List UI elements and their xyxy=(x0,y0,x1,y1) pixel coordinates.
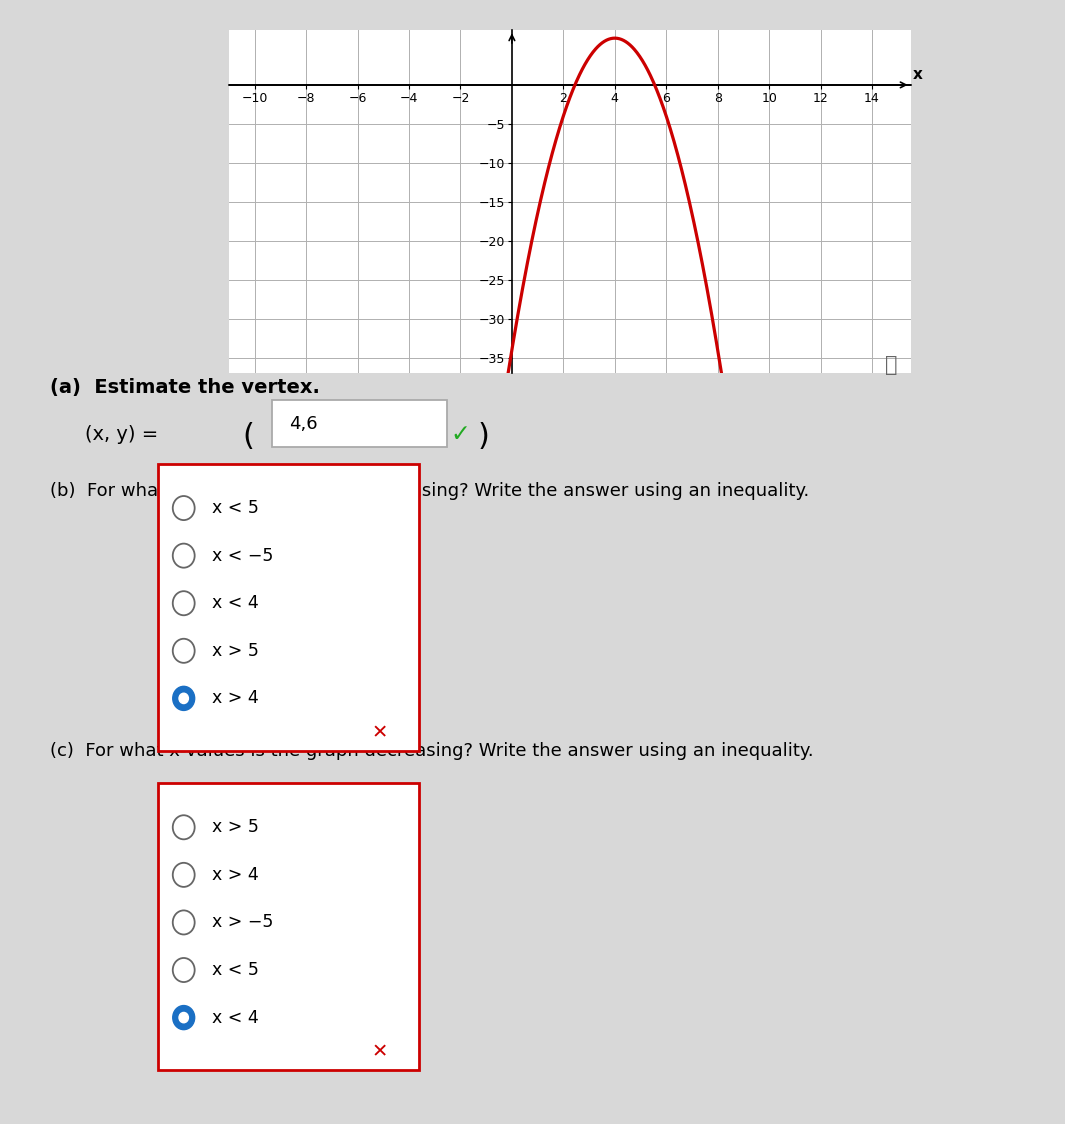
Text: x < 5: x < 5 xyxy=(212,499,259,517)
Text: (c)  For what x-values is the graph decreasing? Write the answer using an inequa: (c) For what x-values is the graph decre… xyxy=(50,742,814,760)
Circle shape xyxy=(179,1013,189,1023)
Text: x < −5: x < −5 xyxy=(212,546,274,564)
Text: x > 5: x > 5 xyxy=(212,818,259,836)
Text: x > 4: x > 4 xyxy=(212,865,259,883)
Text: x: x xyxy=(913,66,923,82)
Text: (b)  For what x-values is the graph increasing? Write the answer using an inequa: (b) For what x-values is the graph incre… xyxy=(50,482,809,500)
Text: ✕: ✕ xyxy=(372,1042,388,1061)
Text: x > −5: x > −5 xyxy=(212,914,274,932)
Text: x < 4: x < 4 xyxy=(212,595,259,613)
Text: ⓘ: ⓘ xyxy=(885,355,898,375)
Text: x > 4: x > 4 xyxy=(212,689,259,707)
Text: ): ) xyxy=(478,422,490,451)
Text: (: ( xyxy=(242,422,253,451)
Circle shape xyxy=(179,694,189,704)
Circle shape xyxy=(173,687,195,710)
Text: (x, y) =: (x, y) = xyxy=(85,425,164,444)
Text: (a)  Estimate the vertex.: (a) Estimate the vertex. xyxy=(50,378,320,397)
Text: x < 5: x < 5 xyxy=(212,961,259,979)
Circle shape xyxy=(173,1006,195,1030)
Text: ✓: ✓ xyxy=(450,422,470,446)
Text: ✕: ✕ xyxy=(372,723,388,742)
Text: 4,6: 4,6 xyxy=(289,415,317,433)
Text: x < 4: x < 4 xyxy=(212,1008,259,1026)
Text: x > 5: x > 5 xyxy=(212,642,259,660)
